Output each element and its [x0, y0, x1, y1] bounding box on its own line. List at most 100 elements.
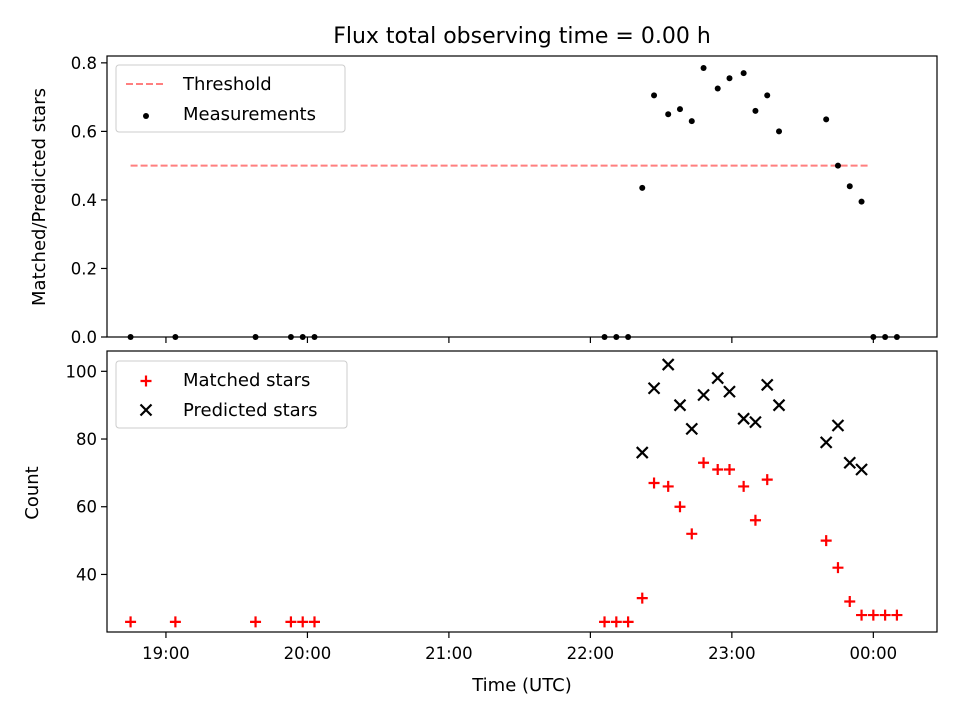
measurement-point: [834, 162, 841, 169]
legend-matched-label: Matched stars: [183, 370, 310, 391]
measurement-point: [893, 334, 900, 340]
legend: Threshold Measurements: [115, 64, 346, 133]
count-y-axis-label: Count: [22, 466, 43, 519]
measurement-point: [252, 334, 259, 340]
x-tick-label: 21:00: [425, 644, 473, 663]
predicted-star-point: [661, 358, 675, 371]
matched-star-point: [724, 463, 735, 475]
matched-star-point: [599, 616, 611, 628]
measurement-point: [726, 75, 733, 82]
matched-star-point: [250, 616, 262, 628]
predicted-star-point: [737, 412, 750, 425]
measurement-point: [688, 118, 695, 125]
chart-title: Flux total observing time = 0.00 h: [333, 24, 711, 49]
matched-star-point: [712, 463, 724, 475]
measurement-point: [625, 334, 632, 340]
predicted-star-point: [855, 463, 868, 476]
matched-star-point: [648, 477, 660, 489]
matched-star-point: [820, 535, 832, 547]
measurement-point: [172, 334, 179, 340]
y-tick-label: 80: [76, 430, 97, 449]
y-tick-label: 60: [76, 498, 97, 517]
measurement-point: [601, 334, 608, 340]
measurement-point: [287, 334, 294, 340]
measurement-point: [752, 107, 759, 114]
matched-star-point: [761, 474, 773, 486]
predicted-star-point: [723, 385, 736, 398]
measurement-point: [311, 334, 318, 340]
predicted-star-point: [843, 456, 857, 470]
count-panel: 40 60 80 100 19:00 20:00 21:00 22:00 23:00 00:00 M…: [66, 350, 938, 663]
matched-star-point: [832, 562, 844, 574]
legend: Matched stars Predicted stars: [115, 360, 348, 429]
x-tick-label: 20:00: [284, 644, 332, 663]
matched-star-point: [285, 616, 297, 628]
matched-star-point: [879, 609, 891, 621]
y-tick-label: 100: [66, 362, 98, 381]
measurement-point: [764, 92, 771, 99]
predicted-star-point: [711, 371, 724, 385]
measurement-point: [740, 70, 747, 77]
ratio-panel: 0.0 0.2 0.4 0.6 0.8 Threshold Measurements: [71, 54, 938, 347]
measurement-point: [676, 106, 683, 113]
matched-star-point: [169, 616, 181, 628]
x-tick-label: 23:00: [708, 644, 756, 663]
measurement-point: [665, 111, 672, 118]
predicted-star-point: [831, 419, 845, 432]
measurement-point: [776, 128, 783, 135]
predicted-star-point: [685, 422, 699, 436]
matched-star-point: [610, 616, 622, 628]
measurement-point: [870, 334, 877, 340]
predicted-star-point: [760, 378, 774, 392]
matched-star-point: [125, 616, 137, 628]
plot-frame: [106, 55, 938, 338]
legend-box: [115, 360, 348, 429]
x-tick-label: 22:00: [567, 644, 615, 663]
predicted-star-point: [673, 398, 687, 412]
measurement-point: [823, 116, 830, 123]
matched-star-point: [686, 528, 698, 540]
matched-star-point: [856, 609, 868, 621]
predicted-star-point: [819, 436, 833, 449]
measurement-point: [651, 92, 658, 99]
legend-predicted-label: Predicted stars: [183, 400, 317, 421]
legend-measurements-swatch: [143, 113, 149, 119]
matched-star-point: [698, 457, 710, 469]
predicted-star-point: [697, 388, 710, 402]
y-tick-label: 0.0: [71, 328, 97, 347]
x-tick-label: 00:00: [850, 644, 898, 663]
predicted-star-point: [635, 446, 649, 459]
legend-threshold-label: Threshold: [182, 74, 272, 95]
measurement-point: [714, 85, 721, 92]
matched-star-point: [674, 501, 686, 513]
matched-star-point: [749, 514, 761, 526]
legend-box: [115, 64, 346, 133]
matched-star-point: [891, 609, 903, 621]
y-tick-label: 40: [76, 565, 97, 584]
y-tick-label: 0.8: [71, 54, 97, 73]
measurement-point: [299, 334, 306, 340]
matched-star-point: [636, 592, 648, 604]
matched-star-point: [297, 616, 309, 628]
predicted-star-point: [772, 398, 786, 412]
legend-measurements-label: Measurements: [183, 104, 316, 125]
measurement-point: [846, 183, 853, 190]
measurement-point: [858, 198, 865, 205]
predicted-star-point: [749, 415, 762, 429]
predicted-star-point: [647, 381, 661, 395]
matched-star-point: [662, 480, 674, 492]
y-tick-label: 0.4: [71, 191, 97, 210]
measurement-point: [639, 184, 646, 191]
time-x-axis-label: Time (UTC): [471, 675, 572, 696]
y-tick-label: 0.6: [71, 122, 97, 141]
matched-star-point: [867, 609, 879, 621]
matched-star-point: [844, 596, 856, 608]
y-tick-label: 0.2: [71, 259, 97, 278]
matched-star-point: [622, 616, 634, 628]
measurement-point: [882, 334, 889, 340]
plot-frame: [106, 350, 938, 633]
legend-predicted-swatch: [139, 403, 153, 417]
measurement-point: [613, 334, 620, 340]
legend-matched-swatch: [140, 375, 152, 387]
